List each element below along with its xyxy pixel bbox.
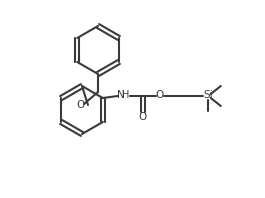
Text: O: O — [156, 90, 164, 100]
Text: O: O — [76, 100, 84, 110]
Text: O: O — [139, 112, 147, 122]
Text: N: N — [117, 90, 125, 100]
Text: H: H — [122, 90, 129, 100]
Text: Si: Si — [203, 90, 213, 100]
